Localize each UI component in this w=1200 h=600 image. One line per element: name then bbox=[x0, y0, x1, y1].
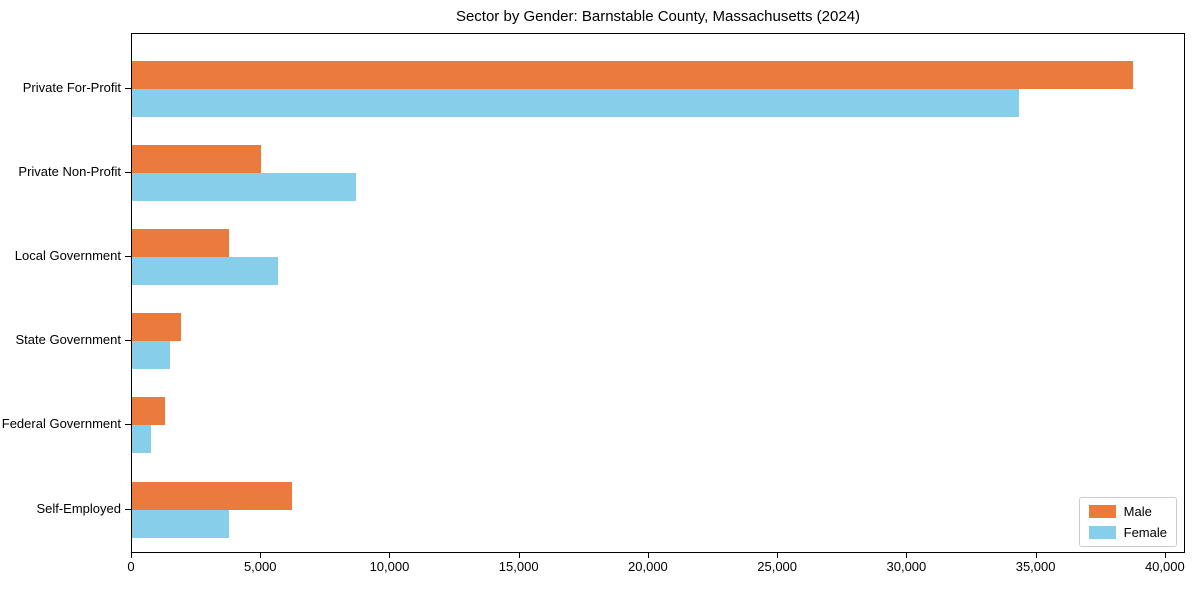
x-tick-mark bbox=[647, 553, 649, 558]
x-tick-mark bbox=[260, 553, 262, 558]
bar-male-3 bbox=[132, 229, 229, 258]
x-tick-mark bbox=[906, 553, 908, 558]
legend-item-male: Male bbox=[1088, 504, 1167, 519]
x-tick-label: 40,000 bbox=[1144, 559, 1185, 574]
y-tick-label: Local Government bbox=[14, 248, 121, 264]
x-tick-mark bbox=[131, 553, 132, 558]
y-tick-label: Private Non-Profit bbox=[18, 164, 121, 180]
legend-item-female: Female bbox=[1088, 525, 1167, 540]
bar-male-1 bbox=[132, 61, 1133, 89]
legend-label: Male bbox=[1123, 504, 1152, 519]
bar-female-2 bbox=[132, 173, 357, 202]
x-tick-label: 30,000 bbox=[886, 559, 927, 574]
bar-female-4 bbox=[132, 341, 170, 370]
plot-area: Male Female bbox=[131, 33, 1185, 553]
x-tick-label: 15,000 bbox=[498, 559, 539, 574]
bar-male-4 bbox=[132, 313, 181, 342]
bar-male-5 bbox=[132, 397, 165, 426]
x-tick-mark bbox=[389, 553, 391, 558]
y-tick-mark bbox=[125, 508, 131, 510]
x-tick-label: 0 bbox=[127, 559, 135, 574]
x-tick-label: 10,000 bbox=[369, 559, 410, 574]
legend: Male Female bbox=[1078, 497, 1177, 547]
y-tick-mark bbox=[125, 424, 131, 426]
y-tick-label: State Government bbox=[15, 332, 122, 348]
legend-swatch-female bbox=[1088, 526, 1116, 539]
y-tick-mark bbox=[125, 256, 131, 258]
y-tick-mark bbox=[125, 340, 131, 342]
bar-female-5 bbox=[132, 425, 151, 454]
bar-female-1 bbox=[132, 89, 1020, 117]
legend-swatch-male bbox=[1088, 505, 1116, 518]
x-tick-label: 25,000 bbox=[757, 559, 798, 574]
y-tick-mark bbox=[125, 172, 131, 174]
bar-male-2 bbox=[132, 145, 261, 174]
y-tick-label: Self-Employed bbox=[36, 500, 121, 516]
x-tick-label: 35,000 bbox=[1015, 559, 1056, 574]
x-tick-mark bbox=[1035, 553, 1037, 558]
legend-label: Female bbox=[1123, 525, 1167, 540]
x-tick-mark bbox=[777, 553, 779, 558]
y-tick-mark bbox=[125, 88, 131, 89]
bar-female-6 bbox=[132, 509, 229, 538]
x-tick-mark bbox=[518, 553, 520, 558]
chart-title: Sector by Gender: Barnstable County, Mas… bbox=[455, 8, 861, 25]
x-tick-mark bbox=[1164, 553, 1166, 558]
bar-female-3 bbox=[132, 257, 278, 286]
y-tick-label: Federal Government bbox=[1, 416, 121, 432]
bar-male-6 bbox=[132, 481, 292, 510]
y-tick-label: Private For-Profit bbox=[22, 80, 121, 95]
x-tick-label: 5,000 bbox=[243, 559, 277, 574]
x-tick-label: 20,000 bbox=[628, 559, 668, 574]
